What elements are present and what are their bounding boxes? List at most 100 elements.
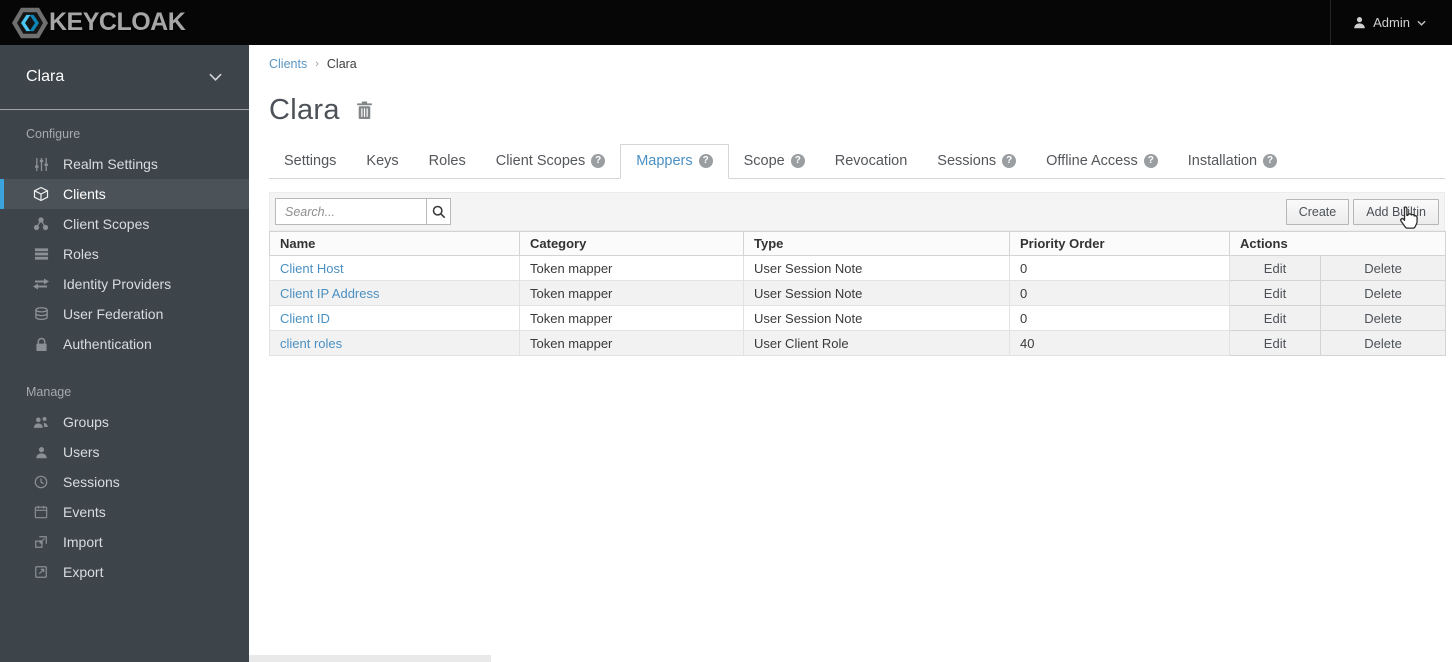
- tab-roles[interactable]: Roles: [414, 145, 481, 178]
- tab-revocation[interactable]: Revocation: [820, 145, 923, 178]
- delete-button[interactable]: Delete: [1319, 305, 1447, 331]
- cell-category: Token mapper: [519, 305, 744, 331]
- sidebar-item-label: Clients: [63, 186, 106, 202]
- edit-button[interactable]: Edit: [1229, 280, 1321, 306]
- cell-type: User Session Note: [743, 255, 1010, 281]
- sidebar-item-groups[interactable]: Groups: [0, 407, 249, 437]
- add-builtin-button[interactable]: Add Builtin: [1353, 198, 1439, 225]
- sidebar-item-label: User Federation: [63, 306, 164, 322]
- sidebar-item-label: Import: [63, 534, 103, 550]
- help-icon[interactable]: ?: [1263, 154, 1278, 168]
- delete-button[interactable]: Delete: [1319, 255, 1447, 281]
- sidebar-item-label: Export: [63, 564, 104, 580]
- table-row: client roles Token mapper User Client Ro…: [269, 330, 1447, 356]
- sliders-icon: [32, 157, 50, 172]
- sidebar-item-label: Users: [63, 444, 100, 460]
- sidebar-item-sessions[interactable]: Sessions: [0, 467, 249, 497]
- tab-bar: Settings Keys Roles Client Scopes ? Mapp…: [269, 144, 1445, 179]
- breadcrumb: Clients › Clara: [269, 45, 1445, 71]
- mapper-link[interactable]: client roles: [280, 335, 343, 351]
- mapper-link[interactable]: Client IP Address: [280, 285, 380, 301]
- cell-category: Token mapper: [519, 330, 744, 356]
- breadcrumb-separator: ›: [315, 58, 319, 70]
- help-icon[interactable]: ?: [1002, 154, 1017, 168]
- delete-client-button[interactable]: [356, 101, 373, 120]
- tab-keys[interactable]: Keys: [351, 145, 413, 178]
- delete-button[interactable]: Delete: [1319, 330, 1447, 356]
- sidebar-item-identity-providers[interactable]: Identity Providers: [0, 269, 249, 299]
- delete-button[interactable]: Delete: [1319, 280, 1447, 306]
- create-button[interactable]: Create: [1285, 198, 1350, 225]
- top-header: KEYCLOAK Admin: [0, 0, 1452, 45]
- sidebar-item-import[interactable]: Import: [0, 527, 249, 557]
- tab-installation[interactable]: Installation ?: [1173, 145, 1292, 178]
- cell-type: User Session Note: [743, 305, 1010, 331]
- tab-client-scopes[interactable]: Client Scopes ?: [481, 145, 620, 178]
- help-icon[interactable]: ?: [698, 154, 713, 168]
- sidebar-item-label: Groups: [63, 414, 109, 430]
- brand-text: KEYCLOAK: [49, 8, 186, 36]
- search-group: [275, 198, 451, 225]
- keycloak-logo[interactable]: KEYCLOAK: [0, 5, 186, 41]
- list-icon: [32, 247, 50, 261]
- tab-label: Client Scopes: [495, 153, 586, 169]
- help-icon[interactable]: ?: [790, 154, 805, 168]
- column-header-priority-order: Priority Order: [1009, 231, 1230, 256]
- calendar-icon: [32, 505, 50, 519]
- sidebar-item-events[interactable]: Events: [0, 497, 249, 527]
- tab-mappers[interactable]: Mappers ?: [620, 144, 729, 179]
- mapper-link[interactable]: Client ID: [280, 310, 330, 326]
- tab-settings[interactable]: Settings: [269, 145, 351, 178]
- breadcrumb-current: Clara: [326, 57, 357, 71]
- clock-icon: [32, 475, 50, 489]
- user-menu[interactable]: Admin: [1330, 0, 1452, 45]
- column-header-category: Category: [519, 231, 744, 256]
- realm-selector[interactable]: Clara: [0, 45, 249, 110]
- mapper-link[interactable]: Client Host: [280, 260, 344, 276]
- sidebar-item-roles[interactable]: Roles: [0, 239, 249, 269]
- sidebar-section-configure: Configure: [26, 127, 81, 141]
- sidebar-item-label: Authentication: [63, 336, 152, 352]
- export-icon: [32, 565, 50, 579]
- table-row: Client ID Token mapper User Session Note…: [269, 305, 1447, 331]
- horizontal-scrollbar[interactable]: [249, 655, 491, 662]
- sidebar-item-user-federation[interactable]: User Federation: [0, 299, 249, 329]
- tab-sessions[interactable]: Sessions ?: [922, 145, 1031, 178]
- cell-priority: 0: [1009, 280, 1230, 306]
- search-input[interactable]: [275, 198, 426, 225]
- user-menu-label: Admin: [1373, 15, 1410, 30]
- sidebar-item-users[interactable]: Users: [0, 437, 249, 467]
- sidebar-item-export[interactable]: Export: [0, 557, 249, 587]
- tab-label: Scope: [743, 153, 785, 169]
- edit-button[interactable]: Edit: [1229, 305, 1321, 331]
- sidebar-item-authentication[interactable]: Authentication: [0, 329, 249, 359]
- tab-offline-access[interactable]: Offline Access ?: [1031, 145, 1173, 178]
- table-header-row: Name Category Type Priority Order Action…: [269, 231, 1447, 256]
- tab-label: Installation: [1187, 153, 1258, 169]
- mappers-table: Name Category Type Priority Order Action…: [269, 231, 1447, 356]
- edit-button[interactable]: Edit: [1229, 330, 1321, 356]
- tab-scope[interactable]: Scope ?: [729, 145, 820, 178]
- sidebar-section-manage: Manage: [26, 385, 72, 399]
- tab-label: Offline Access: [1046, 153, 1138, 169]
- exchange-arrows-icon: [32, 278, 50, 290]
- keycloak-logo-icon: [12, 5, 48, 41]
- tab-label: Keys: [366, 153, 399, 169]
- page-title-row: Clara: [269, 94, 1445, 127]
- sidebar-item-clients[interactable]: Clients: [0, 179, 249, 209]
- help-icon[interactable]: ?: [1143, 154, 1158, 168]
- sidebar-item-realm-settings[interactable]: Realm Settings: [0, 149, 249, 179]
- cell-category: Token mapper: [519, 280, 744, 306]
- breadcrumb-clients-link[interactable]: Clients: [269, 57, 308, 71]
- search-button[interactable]: [426, 198, 451, 225]
- tab-label: Mappers: [636, 153, 693, 169]
- lock-icon: [32, 337, 50, 352]
- help-icon[interactable]: ?: [591, 154, 606, 168]
- import-icon: [32, 535, 50, 549]
- user-icon: [1353, 16, 1366, 29]
- sidebar-item-label: Realm Settings: [63, 156, 158, 172]
- cell-priority: 40: [1009, 330, 1230, 356]
- edit-button[interactable]: Edit: [1229, 255, 1321, 281]
- sidebar-item-label: Identity Providers: [63, 276, 172, 292]
- sidebar-item-client-scopes[interactable]: Client Scopes: [0, 209, 249, 239]
